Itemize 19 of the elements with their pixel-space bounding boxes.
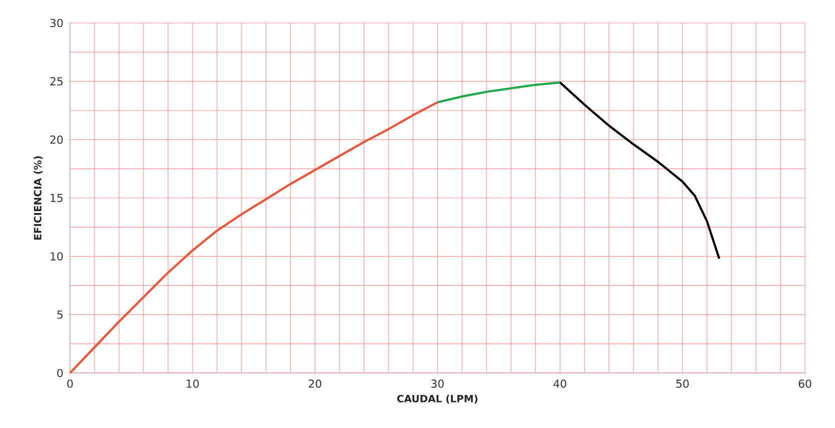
x-axis-title: CAUDAL (LPM) xyxy=(397,394,478,404)
x-tick-label: 20 xyxy=(308,380,322,388)
y-tick-label: 10 xyxy=(50,252,63,260)
x-tick-label: 50 xyxy=(676,380,689,388)
x-tick-label: 40 xyxy=(554,380,566,388)
x-tick-label: 60 xyxy=(798,380,812,388)
line-series xyxy=(436,81,562,104)
y-axis-title: EFICIENCIA (%) xyxy=(34,156,43,240)
y-tick-label: 25 xyxy=(50,77,63,86)
y-tick-label: 0 xyxy=(57,368,63,378)
line-series xyxy=(558,81,720,260)
x-tick-label: 0 xyxy=(67,380,73,388)
y-tick-label: 20 xyxy=(50,136,63,144)
x-tick-label: 30 xyxy=(431,380,444,388)
y-tick-label: 5 xyxy=(57,310,63,319)
y-tick-label: 30 xyxy=(50,18,63,28)
y-tick-label: 15 xyxy=(50,194,63,202)
line-series xyxy=(68,101,439,374)
x-tick-label: 10 xyxy=(186,380,199,388)
